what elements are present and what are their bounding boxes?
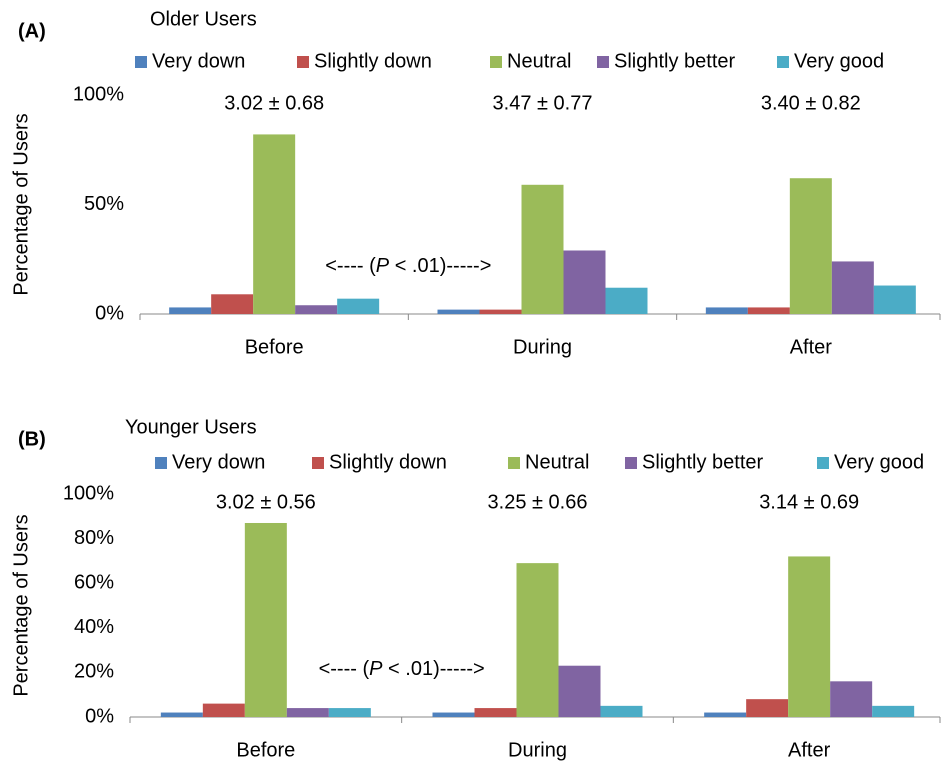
- bar: [160, 712, 203, 717]
- chart-title: Younger Users: [125, 416, 257, 438]
- legend-swatch: [625, 457, 637, 469]
- y-axis-label: Percentage of Users: [10, 514, 32, 696]
- annotation: 3.14 ± 0.69: [759, 491, 859, 513]
- bar: [830, 681, 873, 717]
- bar: [295, 305, 338, 314]
- legend-swatch: [297, 56, 309, 68]
- significance-part: < .01)----->: [382, 658, 484, 680]
- significance-part: < .01)----->: [389, 255, 491, 277]
- x-tick-label: During: [513, 336, 572, 358]
- bar: [746, 699, 789, 717]
- legend-label: Slightly down: [329, 451, 447, 473]
- bar: [286, 708, 329, 717]
- legend-swatch: [312, 457, 324, 469]
- y-tick-label: 100%: [73, 83, 124, 105]
- bar: [169, 307, 212, 314]
- legend-label: Very down: [152, 50, 245, 72]
- x-tick-label: After: [788, 739, 831, 761]
- y-tick-label: 0%: [95, 302, 124, 324]
- legend-label: Very good: [794, 50, 884, 72]
- legend-swatch: [490, 56, 502, 68]
- legend-swatch: [508, 457, 520, 469]
- annotation: 3.02 ± 0.68: [224, 92, 324, 114]
- legend-label: Very good: [834, 451, 924, 473]
- legend-swatch: [817, 457, 829, 469]
- bar: [788, 556, 831, 717]
- bar: [337, 298, 380, 314]
- bar: [479, 309, 522, 314]
- x-tick-label: During: [508, 739, 567, 761]
- significance: <---- (P < .01)----->: [325, 255, 491, 277]
- bar: [563, 250, 606, 314]
- significance-part: P: [376, 255, 390, 277]
- y-tick-label: 80%: [74, 527, 114, 549]
- bar: [558, 665, 601, 717]
- x-tick-label: Before: [245, 336, 304, 358]
- bar: [872, 705, 915, 717]
- bar: [516, 563, 559, 717]
- bar: [831, 261, 874, 314]
- significance: <---- (P < .01)----->: [319, 658, 485, 680]
- bar: [211, 294, 254, 314]
- bar: [253, 134, 296, 314]
- legend-swatch: [597, 56, 609, 68]
- significance-part: P: [369, 658, 383, 680]
- bar: [432, 712, 475, 717]
- annotation: 3.02 ± 0.56: [216, 491, 316, 513]
- bar: [437, 309, 480, 314]
- annotation: 3.47 ± 0.77: [493, 92, 593, 114]
- panel-label: (B): [18, 428, 46, 450]
- annotation: 3.40 ± 0.82: [761, 92, 861, 114]
- y-tick-label: 60%: [74, 571, 114, 593]
- significance-part: <---- (: [325, 255, 376, 277]
- legend-label: Slightly better: [642, 451, 764, 473]
- y-tick-label: 40%: [74, 616, 114, 638]
- bar: [474, 708, 517, 717]
- y-tick-label: 50%: [84, 193, 124, 215]
- y-tick-label: 100%: [63, 482, 114, 504]
- bar: [600, 705, 643, 717]
- bar: [328, 708, 371, 717]
- legend-label: Neutral: [525, 451, 589, 473]
- legend-swatch: [777, 56, 789, 68]
- bar: [704, 712, 747, 717]
- legend-label: Very down: [172, 451, 265, 473]
- bar: [747, 307, 790, 314]
- panel-label: (A): [18, 20, 46, 42]
- y-axis-label: Percentage of Users: [10, 113, 32, 295]
- legend-swatch: [135, 56, 147, 68]
- bar: [605, 287, 648, 314]
- legend-label: Slightly better: [614, 50, 736, 72]
- annotation: 3.25 ± 0.66: [488, 491, 588, 513]
- chart-title: Older Users: [150, 8, 257, 30]
- significance-part: <---- (: [319, 658, 370, 680]
- bar: [521, 184, 564, 314]
- bar: [789, 178, 832, 314]
- legend-label: Slightly down: [314, 50, 432, 72]
- x-tick-label: Before: [236, 739, 295, 761]
- legend-swatch: [155, 457, 167, 469]
- bar: [873, 285, 916, 314]
- bar: [244, 522, 287, 717]
- y-tick-label: 20%: [74, 661, 114, 683]
- y-tick-label: 0%: [85, 705, 114, 727]
- bar: [202, 703, 245, 717]
- bar: [705, 307, 748, 314]
- legend-label: Neutral: [507, 50, 571, 72]
- x-tick-label: After: [790, 336, 833, 358]
